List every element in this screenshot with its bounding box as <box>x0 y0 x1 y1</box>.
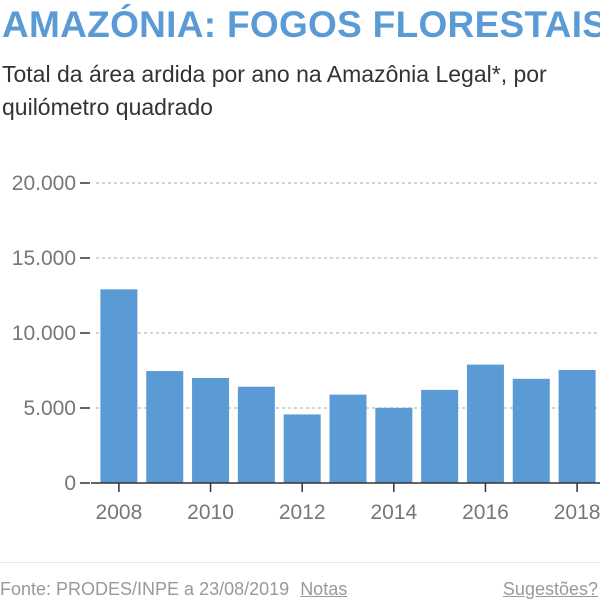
bars <box>100 289 596 483</box>
bar-2013 <box>329 394 367 483</box>
bar-2018 <box>558 369 596 483</box>
notes-link[interactable]: Notas <box>300 579 348 599</box>
x-tick-label: 2010 <box>187 501 234 524</box>
bar-chart: 0 5.000 10.000 15.000 20.000 2008 2010 2012 2014… <box>12 172 600 524</box>
bar-2014 <box>375 407 413 483</box>
x-tick-label: 2014 <box>370 501 417 524</box>
x-tick-label: 2018 <box>554 501 600 524</box>
bar-2015 <box>421 389 459 483</box>
x-tick-label: 2016 <box>462 501 509 524</box>
x-tick-label: 2008 <box>96 501 143 524</box>
y-tick-label: 15.000 <box>12 247 76 270</box>
y-tick-label: 20.000 <box>12 172 76 195</box>
x-tick-label: 2012 <box>279 501 326 524</box>
chart-subtitle: Total da área ardida por ano na Amazônia… <box>2 61 547 120</box>
bar-2017 <box>512 378 550 483</box>
bar-2009 <box>146 371 184 483</box>
suggestions-link[interactable]: Sugestões? <box>502 579 598 599</box>
bar-2008 <box>100 289 138 483</box>
y-tick-label: 10.000 <box>12 322 76 345</box>
source-text: Fonte: PRODES/INPE a 23/08/2019 <box>0 579 290 599</box>
bar-2010 <box>192 378 230 483</box>
bar-2012 <box>283 414 321 483</box>
y-tick-label: 5.000 <box>23 397 76 420</box>
y-tick-label: 0 <box>64 472 76 495</box>
bar-2016 <box>466 364 504 483</box>
footer-source: Fonte: PRODES/INPE a 23/08/2019 Notas <box>0 579 347 600</box>
axes: 0 5.000 10.000 15.000 20.000 2008 2010 2012 2014… <box>12 172 600 524</box>
chart-title: AMAZÓNIA: FOGOS FLORESTAIS <box>2 4 600 45</box>
bar-2011 <box>237 386 275 483</box>
footer: Fonte: PRODES/INPE a 23/08/2019 Notas Su… <box>0 562 600 613</box>
